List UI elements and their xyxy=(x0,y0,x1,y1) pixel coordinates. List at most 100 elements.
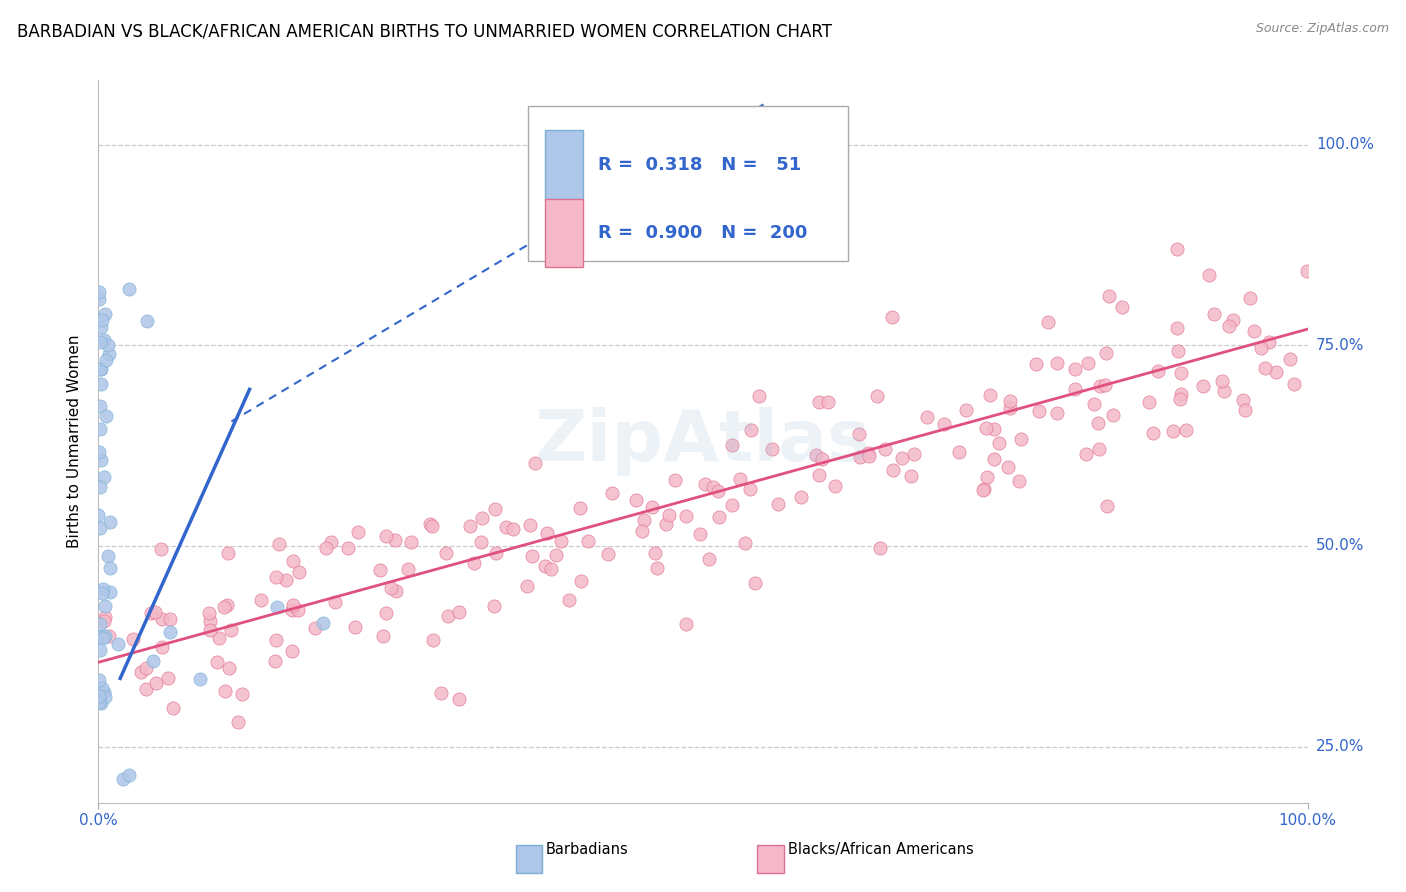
Point xyxy=(979,388,1001,402)
Point xyxy=(900,469,922,483)
Point xyxy=(702,480,724,494)
Point xyxy=(882,310,904,325)
Point xyxy=(1137,395,1160,409)
Point xyxy=(304,621,326,635)
Point xyxy=(1254,361,1277,376)
Point xyxy=(891,450,914,465)
Point xyxy=(848,450,870,464)
Point xyxy=(156,671,179,685)
Point xyxy=(399,535,422,549)
Point xyxy=(90,681,112,695)
Point xyxy=(519,517,541,532)
Point xyxy=(569,500,592,515)
Point xyxy=(190,672,212,686)
Point xyxy=(806,448,828,462)
Point xyxy=(596,548,619,562)
Point xyxy=(139,606,162,620)
Point xyxy=(1192,379,1215,393)
Point xyxy=(93,614,115,628)
Point xyxy=(276,574,298,588)
Point xyxy=(600,485,623,500)
Point xyxy=(811,452,834,467)
Point xyxy=(1250,341,1272,355)
Point xyxy=(94,629,117,643)
Point xyxy=(626,492,648,507)
Point xyxy=(97,346,120,360)
Point xyxy=(375,606,398,620)
Point xyxy=(111,772,134,786)
Point xyxy=(1094,346,1116,360)
Point xyxy=(740,482,762,496)
Point xyxy=(135,661,157,675)
Point xyxy=(858,449,880,463)
Point xyxy=(866,389,889,403)
Point xyxy=(264,633,287,648)
Bar xyxy=(544,130,583,199)
Point xyxy=(142,654,165,668)
Text: BARBADIAN VS BLACK/AFRICAN AMERICAN BIRTHS TO UNMARRIED WOMEN CORRELATION CHART: BARBADIAN VS BLACK/AFRICAN AMERICAN BIRT… xyxy=(17,22,832,40)
Point xyxy=(205,655,228,669)
Point xyxy=(1170,366,1192,380)
Point xyxy=(728,472,751,486)
Point xyxy=(375,528,398,542)
Point xyxy=(761,442,783,456)
Point xyxy=(869,541,891,556)
Point xyxy=(1087,442,1109,457)
Point xyxy=(91,582,114,596)
Point xyxy=(159,612,181,626)
Point xyxy=(1101,408,1123,422)
Point xyxy=(419,516,441,531)
Point xyxy=(87,293,110,307)
Point xyxy=(396,561,419,575)
Point xyxy=(707,510,730,524)
Point xyxy=(695,476,717,491)
Point xyxy=(748,389,770,403)
Point xyxy=(1167,343,1189,358)
Point xyxy=(94,307,117,321)
FancyBboxPatch shape xyxy=(527,105,848,260)
Point xyxy=(734,536,756,550)
Point xyxy=(1142,425,1164,440)
Point xyxy=(1168,392,1191,406)
Point xyxy=(976,470,998,484)
Y-axis label: Births to Unmarried Women: Births to Unmarried Women xyxy=(67,334,83,549)
Text: Blacks/African Americans: Blacks/African Americans xyxy=(787,841,973,856)
Point xyxy=(93,334,115,348)
Point xyxy=(1064,382,1087,396)
Point xyxy=(1175,423,1198,437)
Point xyxy=(641,500,664,514)
Point xyxy=(1295,264,1317,278)
Point xyxy=(998,394,1021,409)
Point xyxy=(90,320,112,334)
Point xyxy=(647,561,669,575)
Point xyxy=(143,605,166,619)
Text: 100.0%: 100.0% xyxy=(1316,137,1374,152)
Point xyxy=(955,403,977,417)
Point xyxy=(200,623,222,637)
Text: 75.0%: 75.0% xyxy=(1316,338,1364,352)
Text: R =  0.318   N =   51: R = 0.318 N = 51 xyxy=(598,155,801,174)
Point xyxy=(721,498,744,512)
Point xyxy=(89,521,111,535)
Point xyxy=(1094,378,1116,392)
Point xyxy=(1097,500,1119,514)
Point xyxy=(1211,374,1233,388)
Point xyxy=(808,468,831,483)
Point xyxy=(212,599,235,614)
Point xyxy=(520,549,543,563)
Point xyxy=(93,684,115,698)
Point xyxy=(1076,447,1098,461)
Point xyxy=(789,491,811,505)
Point xyxy=(89,480,111,494)
Point xyxy=(159,625,181,640)
Point xyxy=(903,447,925,461)
Point xyxy=(973,482,995,496)
Point xyxy=(536,526,558,541)
Point xyxy=(89,362,111,376)
Point xyxy=(315,541,337,555)
Point xyxy=(1087,417,1109,431)
Point xyxy=(544,548,567,562)
Point xyxy=(87,673,110,687)
Text: Source: ZipAtlas.com: Source: ZipAtlas.com xyxy=(1256,22,1389,36)
Text: 25.0%: 25.0% xyxy=(1316,739,1364,754)
